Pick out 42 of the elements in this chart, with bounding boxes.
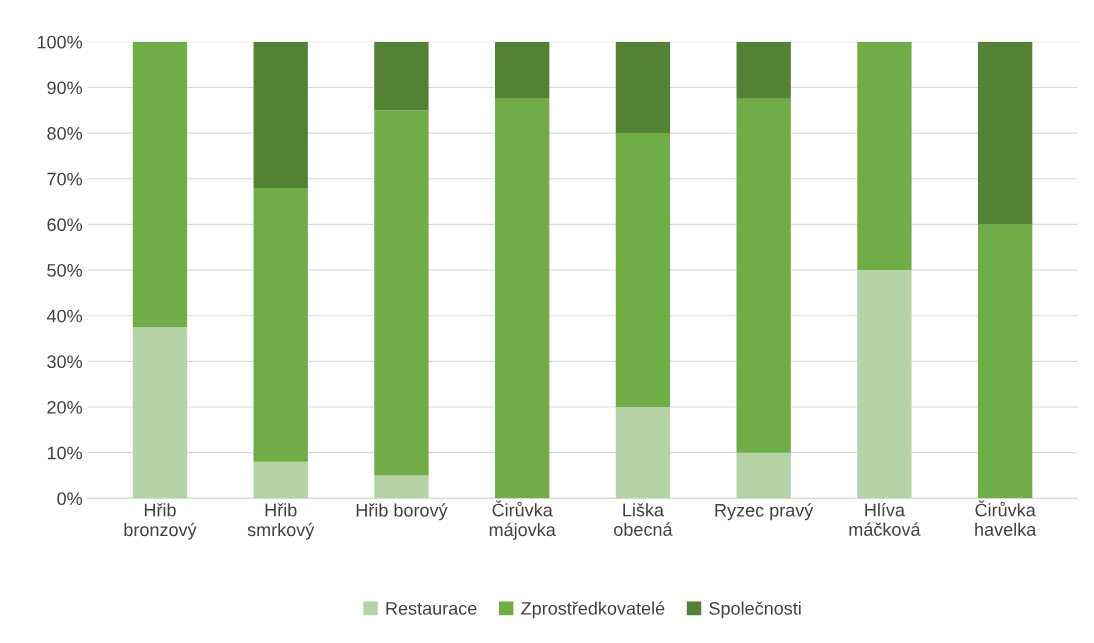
x-tick-label: Ryzec pravý <box>715 503 814 521</box>
x-tick-label: Čirůvka havelka <box>975 500 1037 536</box>
x-tick-label: Hřib borový <box>356 503 448 521</box>
bar <box>857 270 912 499</box>
y-tick-label: 40% <box>46 309 83 323</box>
x-tick-label: Hřib smrkový <box>247 503 315 540</box>
y-tick-label: 70% <box>47 172 83 186</box>
bar <box>615 41 671 134</box>
y-tick-label: 30% <box>47 355 83 369</box>
y-tick-label: 60% <box>47 218 83 232</box>
bar <box>253 187 308 462</box>
bar <box>495 41 550 99</box>
bar <box>253 41 308 188</box>
bar <box>132 41 188 328</box>
x-tick-label: Hřib bronzový <box>124 503 197 540</box>
y-tick-label: 50% <box>47 263 83 277</box>
bar <box>977 41 1033 225</box>
x-tick-label: Liška obecná <box>614 503 673 536</box>
y-tick-label: 10% <box>47 446 83 460</box>
bar <box>253 461 308 499</box>
bar <box>374 41 429 111</box>
bar <box>615 133 671 408</box>
bar <box>615 407 671 499</box>
bar <box>132 327 188 499</box>
bar <box>857 41 912 271</box>
bar <box>736 452 791 499</box>
legend-label: Zprostředkovatelé <box>521 601 665 619</box>
bar <box>495 98 550 499</box>
bar <box>736 41 791 99</box>
x-tick-label: Hlíva máčková <box>849 502 921 536</box>
legend-label: Společnosti <box>709 601 801 619</box>
y-tick-label: 100% <box>37 35 83 49</box>
y-tick-label: 20% <box>47 400 83 414</box>
bar <box>736 98 791 453</box>
y-tick-label: 0% <box>57 492 83 506</box>
y-tick-label: 90% <box>47 81 83 95</box>
bar <box>374 475 429 499</box>
legend-label: Restaurace <box>386 602 477 615</box>
bar <box>977 224 1033 499</box>
x-tick-label: Čirůvka májovka <box>489 500 556 540</box>
bar <box>374 110 429 476</box>
y-tick-label: 80% <box>47 127 83 140</box>
